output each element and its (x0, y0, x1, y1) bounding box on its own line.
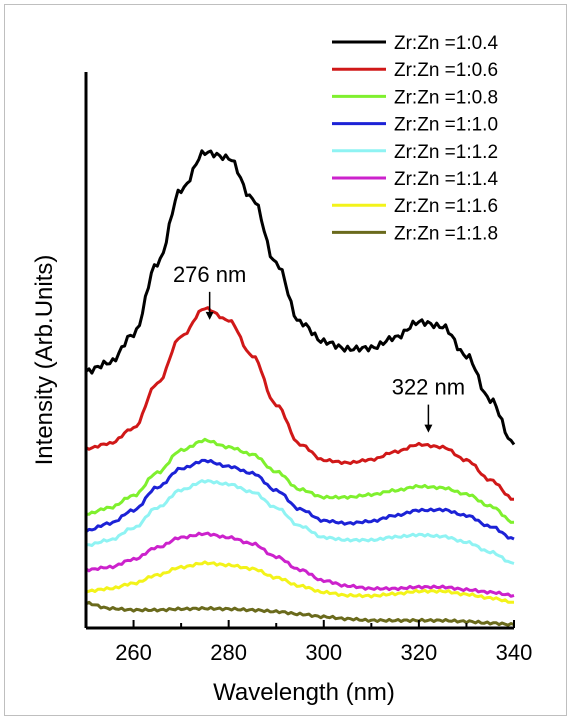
x-tick-label: 280 (210, 640, 247, 665)
x-ticks: 260 280 300 320 340 (85, 620, 533, 665)
x-axis-title: Wavelength (nm) (213, 679, 395, 706)
legend-label: Zr:Zn =1:0.4 (394, 33, 498, 54)
series-line-3 (85, 437, 515, 524)
legend-label: Zr:Zn =1:1.4 (394, 169, 498, 190)
series-line-2 (85, 306, 514, 501)
legend-label: Zr:Zn =1:1.0 (394, 115, 498, 136)
x-tick-label: 300 (305, 640, 342, 665)
figure-frame (4, 4, 567, 716)
x-tick-label: 340 (496, 640, 533, 665)
series-layer (85, 149, 516, 627)
series-line-8 (85, 600, 515, 627)
series-line-1 (85, 149, 516, 446)
series-line-5 (86, 479, 515, 565)
series-line-6 (85, 531, 515, 598)
legend-label: Zr:Zn =1:1.2 (394, 142, 498, 163)
series-line-4 (85, 458, 515, 541)
annotation-label: 322 nm (392, 375, 465, 400)
legend: Zr:Zn =1:0.4 Zr:Zn =1:0.6 Zr:Zn =1:0.8 Zr:Z… (332, 33, 498, 244)
series-line-7 (85, 560, 514, 604)
legend-label: Zr:Zn =1:1.6 (394, 196, 498, 217)
x-tick-label: 260 (115, 640, 152, 665)
legend-label: Zr:Zn =1:0.8 (394, 87, 498, 108)
y-axis-title: Intensity (Arb.Units) (31, 255, 58, 466)
legend-label: Zr:Zn =1:1.8 (394, 223, 498, 244)
x-tick-label: 320 (401, 640, 438, 665)
legend-label: Zr:Zn =1:0.6 (394, 60, 498, 81)
annotation-arrow-head (205, 311, 214, 320)
annotation-arrow-head (424, 424, 433, 433)
annotations: 276 nm 322 nm (173, 262, 465, 433)
annotation-label: 276 nm (173, 262, 246, 287)
